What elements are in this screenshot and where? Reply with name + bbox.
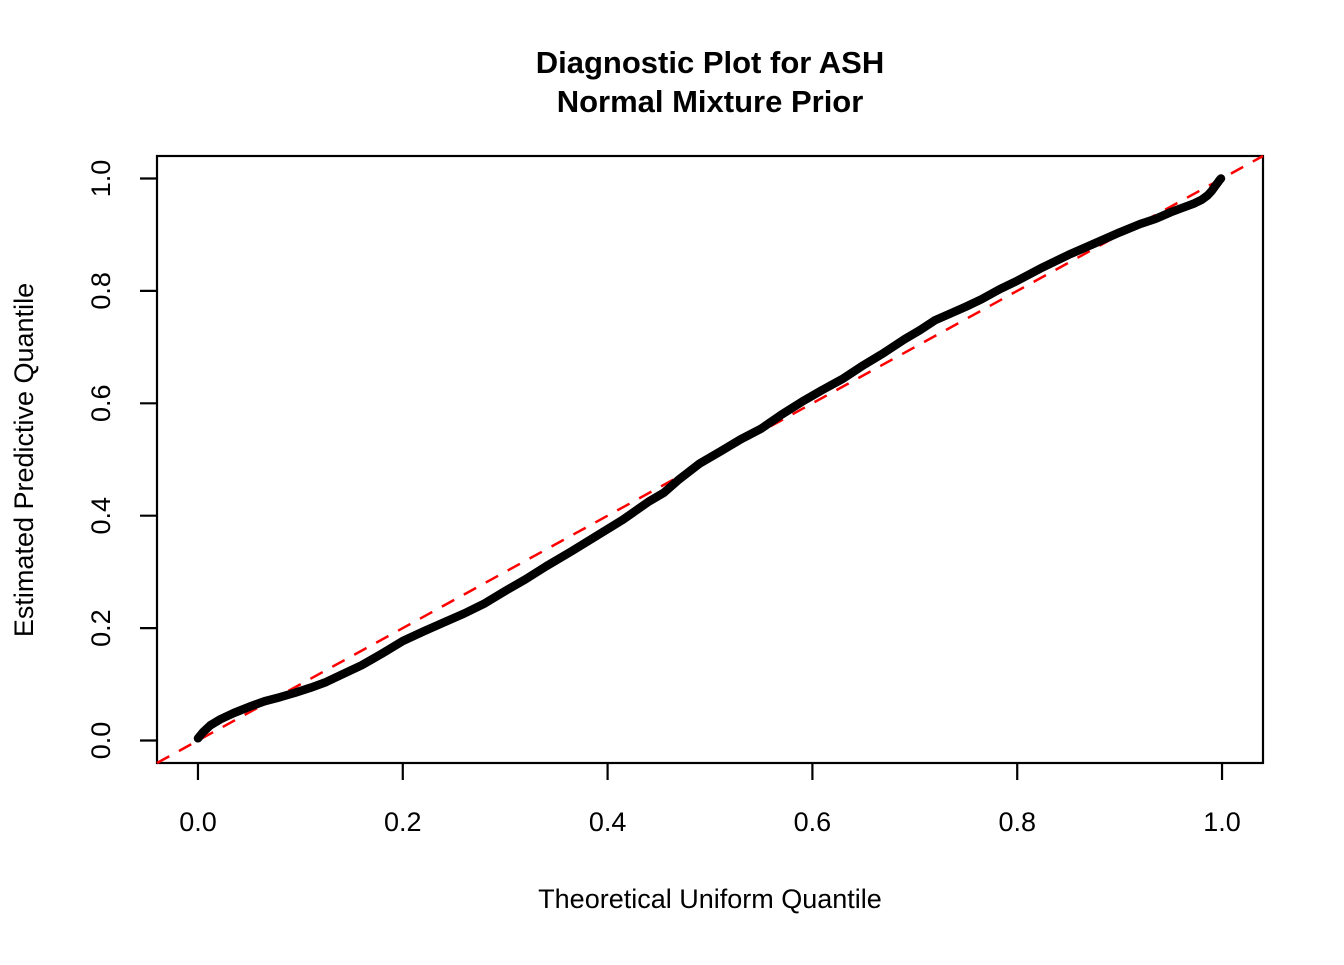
plot-title-line1: Diagnostic Plot for ASH [536, 45, 884, 80]
x-axis: 0.0 0.2 0.4 0.6 0.8 1.0 [179, 763, 1241, 837]
y-tick-label: 1.0 [86, 160, 116, 198]
y-tick-label: 0.6 [86, 385, 116, 423]
y-tick-label: 0.2 [86, 609, 116, 647]
qq-curve [193, 174, 1226, 743]
x-tick-label: 0.2 [384, 807, 422, 837]
x-tick-label: 0.6 [794, 807, 832, 837]
x-tick-label: 1.0 [1203, 807, 1241, 837]
y-tick-label: 0.8 [86, 272, 116, 310]
x-tick-label: 0.0 [179, 807, 217, 837]
y-axis: 0.0 0.2 0.4 0.6 0.8 1.0 [86, 160, 157, 760]
x-tick-label: 0.4 [589, 807, 627, 837]
y-tick-label: 0.0 [86, 722, 116, 760]
y-tick-label: 0.4 [86, 497, 116, 535]
x-axis-title: Theoretical Uniform Quantile [538, 884, 882, 914]
plot-box [155, 154, 1265, 765]
x-tick-label: 0.8 [998, 807, 1036, 837]
plot-title-line2: Normal Mixture Prior [557, 84, 864, 119]
y-axis-title: Estimated Predictive Quantile [9, 283, 39, 637]
